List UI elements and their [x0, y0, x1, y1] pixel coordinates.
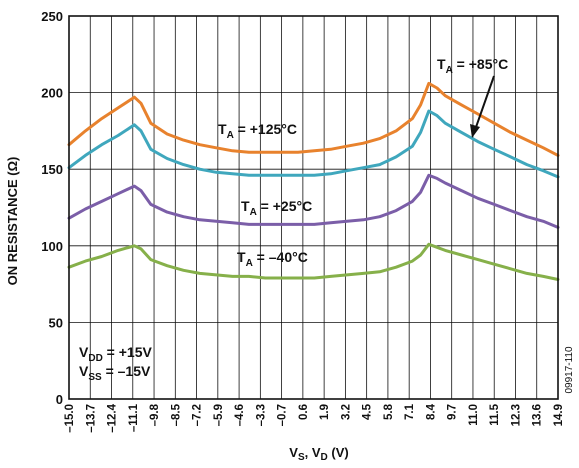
series-line-0 [67, 81, 560, 157]
vdd-annotation: VDD = +15V [79, 344, 153, 364]
series-line-3 [67, 242, 560, 281]
series-label-minus40c: TA = –40°C [237, 249, 308, 269]
series-label-25c: TA = +25°C [241, 198, 312, 218]
x-tick-label: 0.6 [298, 404, 310, 420]
x-tick-label: –4.6 [234, 404, 246, 426]
x-tick-label: –5.9 [213, 404, 225, 426]
x-axis-label: VS, VD (V) [289, 445, 348, 463]
x-tick-label: 13.6 [532, 404, 544, 426]
series-layer [67, 81, 560, 281]
x-tick-label: 4.5 [362, 403, 374, 420]
x-tick-label: 1.9 [319, 404, 331, 420]
x-tick-label: –11.1 [128, 403, 140, 432]
y-tick-label: 200 [41, 86, 63, 101]
arrowhead-icon [470, 124, 480, 138]
vss-annotation: VSS = –15V [79, 363, 151, 383]
x-tick-label: –8.5 [170, 403, 182, 426]
x-tick-label: –13.7 [85, 404, 97, 433]
x-tick-label: 7.1 [404, 403, 416, 420]
series-label-85c-arrow [474, 75, 495, 131]
x-tick-label: 8.4 [425, 403, 437, 420]
x-tick-label: –9.8 [149, 403, 161, 426]
series-line-2 [67, 173, 560, 229]
x-tick-label: 11.0 [468, 404, 480, 426]
x-tick-labels: –15.0 –13.7 –12.4 –11.1 –9.8 –8.5 –7.2 –5.9 –4.6… [64, 403, 565, 432]
y-axis-label: ON RESISTANCE (Ω) [5, 157, 20, 286]
y-tick-label: 150 [41, 162, 63, 177]
series-label-85c: TA = +85°C [437, 56, 508, 76]
y-tick-label: 250 [41, 9, 63, 24]
series-label-125c: TA = +125°C [218, 121, 297, 141]
x-tick-label: –7.2 [192, 404, 204, 426]
x-tick-label: 11.5 [489, 403, 501, 425]
x-tick-label: –0.7 [277, 404, 289, 426]
grid [69, 16, 558, 399]
y-tick-label: 0 [56, 392, 63, 407]
y-tick-label: 100 [41, 239, 63, 254]
y-tick-labels: 0 50 100 150 200 250 [41, 9, 63, 407]
x-tick-label: 12.3 [510, 404, 522, 426]
series-line-1 [67, 109, 560, 179]
x-tick-label: 14.9 [553, 404, 565, 426]
plot-frame [68, 15, 559, 400]
x-tick-label: –12.4 [107, 403, 119, 432]
x-tick-label: –15.0 [64, 404, 76, 433]
x-tick-label: 3.2 [340, 404, 352, 420]
y-tick-label: 50 [49, 315, 63, 330]
x-tick-label: 5.8 [383, 403, 395, 420]
figure-id: 09917-110 [564, 346, 575, 394]
x-tick-label: –3.3 [255, 404, 267, 426]
x-tick-label: 9.7 [447, 404, 459, 420]
